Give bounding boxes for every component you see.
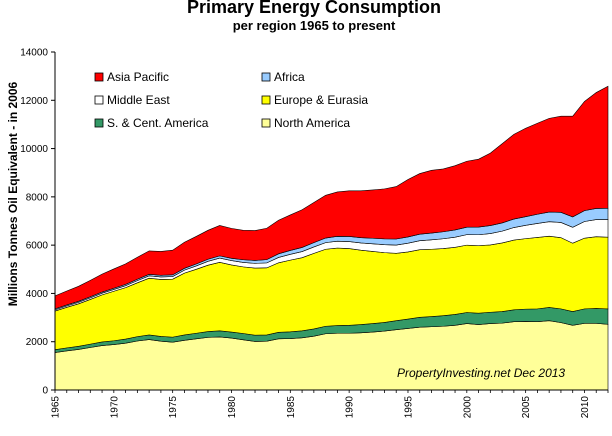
legend-label: Europe & Eurasia [274,93,368,107]
chart-title: Primary Energy Consumption [186,0,442,17]
legend-swatch [261,118,271,128]
chart-subtitle: per region 1965 to present [232,18,396,33]
legend-swatch [94,72,104,82]
y-tick-label: 2000 [26,337,49,348]
legend-label: S. & Cent. America [107,116,209,130]
y-tick-label: 10000 [20,144,48,155]
y-tick-label: 8000 [26,192,49,203]
x-tick-label: 1990 [345,396,356,419]
x-tick-label: 1995 [403,396,414,419]
x-tick-label: 2000 [462,396,473,419]
chart-annotation: PropertyInvesting.net Dec 2013 [397,366,565,380]
legend-swatch [261,72,271,82]
x-tick-label: 1985 [286,396,297,419]
legend-label: Asia Pacific [107,70,169,84]
legend-label: Middle East [107,93,170,107]
y-tick-label: 6000 [26,241,49,252]
x-tick-label: 2005 [521,396,532,419]
legend-label: Africa [274,70,305,84]
legend-swatch [94,118,104,128]
y-tick-label: 0 [42,386,48,397]
y-tick-label: 14000 [20,48,48,59]
x-tick-label: 1970 [109,396,120,419]
x-tick-label: 2010 [580,396,591,419]
x-tick-label: 1975 [168,396,179,419]
legend-label: North America [274,116,350,130]
x-tick-label: 1980 [227,396,238,419]
x-tick-label: 1965 [51,396,62,419]
area-asia-pacific [54,85,609,310]
legend-swatch [94,95,104,105]
legend-swatch [261,95,271,105]
y-tick-label: 12000 [20,96,48,107]
y-tick-label: 4000 [26,289,49,300]
